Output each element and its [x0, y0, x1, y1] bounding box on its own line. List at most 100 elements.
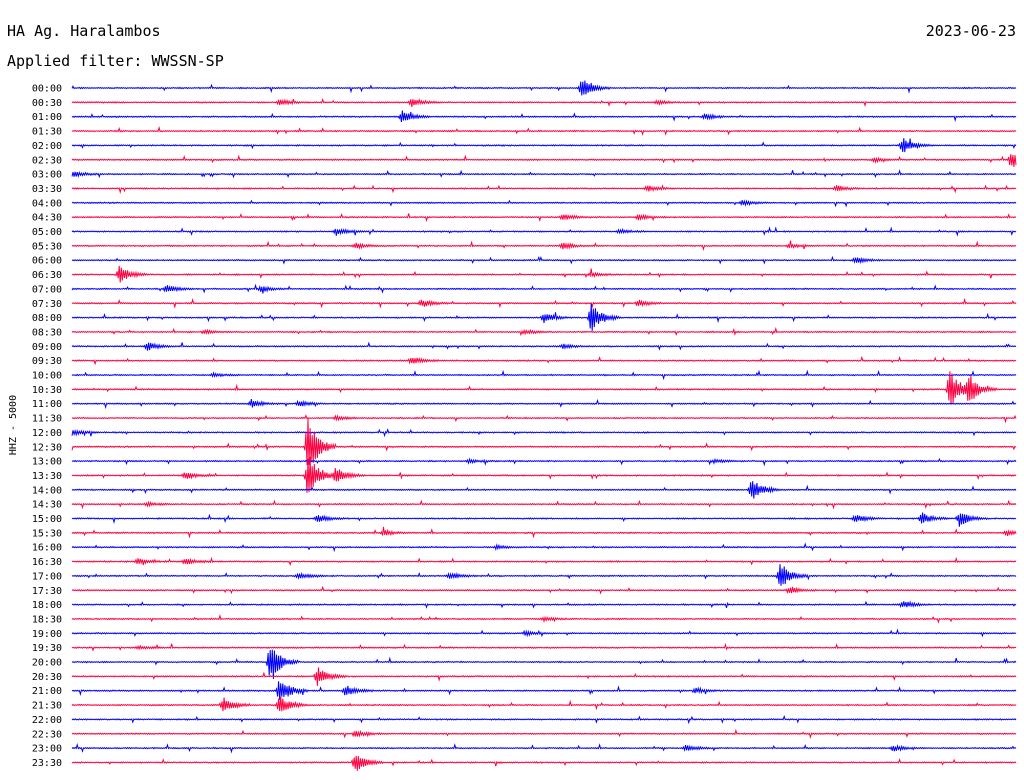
- traces: [71, 80, 1017, 771]
- trace-1530: [71, 526, 1017, 539]
- trace-1230: [71, 417, 1017, 466]
- time-label: 16:00: [32, 543, 62, 554]
- trace-2230: [71, 728, 1017, 739]
- trace-1030: [71, 371, 1017, 405]
- time-label: 04:30: [32, 213, 62, 224]
- time-label: 02:00: [32, 141, 62, 152]
- time-label: 00:00: [32, 84, 62, 95]
- time-label: 18:30: [32, 614, 62, 625]
- time-label: 11:00: [32, 399, 62, 410]
- time-label: 10:00: [32, 371, 62, 382]
- trace-0000: [71, 80, 1017, 96]
- time-label: 01:30: [32, 127, 62, 138]
- time-label: 23:30: [32, 758, 62, 769]
- time-label: 22:30: [32, 729, 62, 740]
- trace-0400: [71, 199, 1017, 208]
- time-label: 21:00: [32, 686, 62, 697]
- time-label: 09:30: [32, 356, 62, 367]
- trace-1100: [71, 398, 1017, 410]
- trace-1700: [71, 564, 1017, 586]
- time-label: 13:00: [32, 457, 62, 468]
- date-label: 2023-06-23: [926, 22, 1016, 40]
- time-label: 05:30: [32, 241, 62, 252]
- time-label: 20:30: [32, 672, 62, 683]
- trace-1000: [71, 369, 1017, 381]
- trace-0830: [71, 326, 1017, 337]
- trace-0530: [71, 240, 1017, 252]
- trace-1200: [71, 428, 1017, 438]
- trace-0900: [71, 341, 1017, 351]
- trace-2330: [71, 755, 1017, 771]
- trace-0100: [71, 110, 1017, 122]
- time-label: 14:30: [32, 500, 62, 511]
- time-label: 15:00: [32, 514, 62, 525]
- trace-1900: [71, 628, 1017, 638]
- time-label: 22:00: [32, 715, 62, 726]
- trace-1730: [71, 585, 1017, 595]
- trace-0700: [71, 283, 1017, 294]
- trace-1600: [71, 542, 1017, 553]
- trace-0330: [71, 184, 1017, 195]
- trace-1430: [71, 499, 1017, 510]
- time-label: 00:30: [32, 98, 62, 109]
- trace-1800: [71, 600, 1017, 609]
- time-label: 08:30: [32, 327, 62, 338]
- trace-1930: [71, 642, 1017, 652]
- time-labels: 00:00 00:30 01:00 01:30 02:00 02:30 03:00 03:30…: [32, 84, 62, 769]
- time-label: 19:30: [32, 643, 62, 654]
- trace-1830: [71, 614, 1017, 624]
- time-label: 08:00: [32, 313, 62, 324]
- trace-2130: [71, 696, 1017, 712]
- time-label: 15:30: [32, 528, 62, 539]
- time-label: 21:30: [32, 701, 62, 712]
- time-label: 06:00: [32, 256, 62, 267]
- time-label: 17:00: [32, 571, 62, 582]
- time-label: 07:30: [32, 299, 62, 310]
- trace-0500: [71, 226, 1017, 237]
- trace-0930: [71, 355, 1017, 366]
- time-label: 19:00: [32, 629, 62, 640]
- time-label: 17:30: [32, 586, 62, 597]
- trace-0130: [71, 125, 1017, 136]
- time-label: 02:30: [32, 155, 62, 166]
- time-label: 13:30: [32, 471, 62, 482]
- time-label: 12:30: [32, 442, 62, 453]
- trace-1130: [71, 414, 1017, 424]
- time-label: 05:00: [32, 227, 62, 238]
- trace-0200: [71, 138, 1017, 153]
- station-title: HA Ag. Haralambos: [7, 22, 161, 40]
- time-label: 20:00: [32, 658, 62, 669]
- time-label: 03:00: [32, 170, 62, 181]
- time-label: 09:00: [32, 342, 62, 353]
- time-label: 10:30: [32, 385, 62, 396]
- time-label: 14:00: [32, 485, 62, 496]
- trace-1330: [71, 456, 1017, 493]
- time-label: 04:00: [32, 198, 62, 209]
- y-axis-label: HHZ - 5000: [8, 395, 19, 455]
- time-label: 18:00: [32, 600, 62, 611]
- time-label: 23:00: [32, 744, 62, 755]
- time-label: 16:30: [32, 557, 62, 568]
- time-label: 01:00: [32, 112, 62, 123]
- trace-1500: [71, 512, 1017, 527]
- trace-0300: [71, 169, 1017, 179]
- trace-0630: [71, 265, 1017, 283]
- filter-label: Applied filter: WWSSN-SP: [7, 52, 224, 70]
- trace-0600: [71, 255, 1017, 265]
- time-label: 12:00: [32, 428, 62, 439]
- time-label: 11:30: [32, 414, 62, 425]
- trace-0230: [71, 154, 1017, 167]
- trace-0030: [71, 97, 1017, 107]
- trace-2000: [71, 649, 1017, 680]
- trace-2100: [71, 681, 1017, 700]
- trace-0800: [71, 303, 1017, 331]
- trace-2300: [71, 742, 1017, 754]
- time-label: 07:00: [32, 284, 62, 295]
- trace-1300: [71, 457, 1017, 467]
- time-label: 06:30: [32, 270, 62, 281]
- trace-0730: [71, 297, 1017, 309]
- trace-1630: [71, 556, 1017, 567]
- trace-1400: [71, 481, 1017, 499]
- trace-2030: [71, 667, 1017, 686]
